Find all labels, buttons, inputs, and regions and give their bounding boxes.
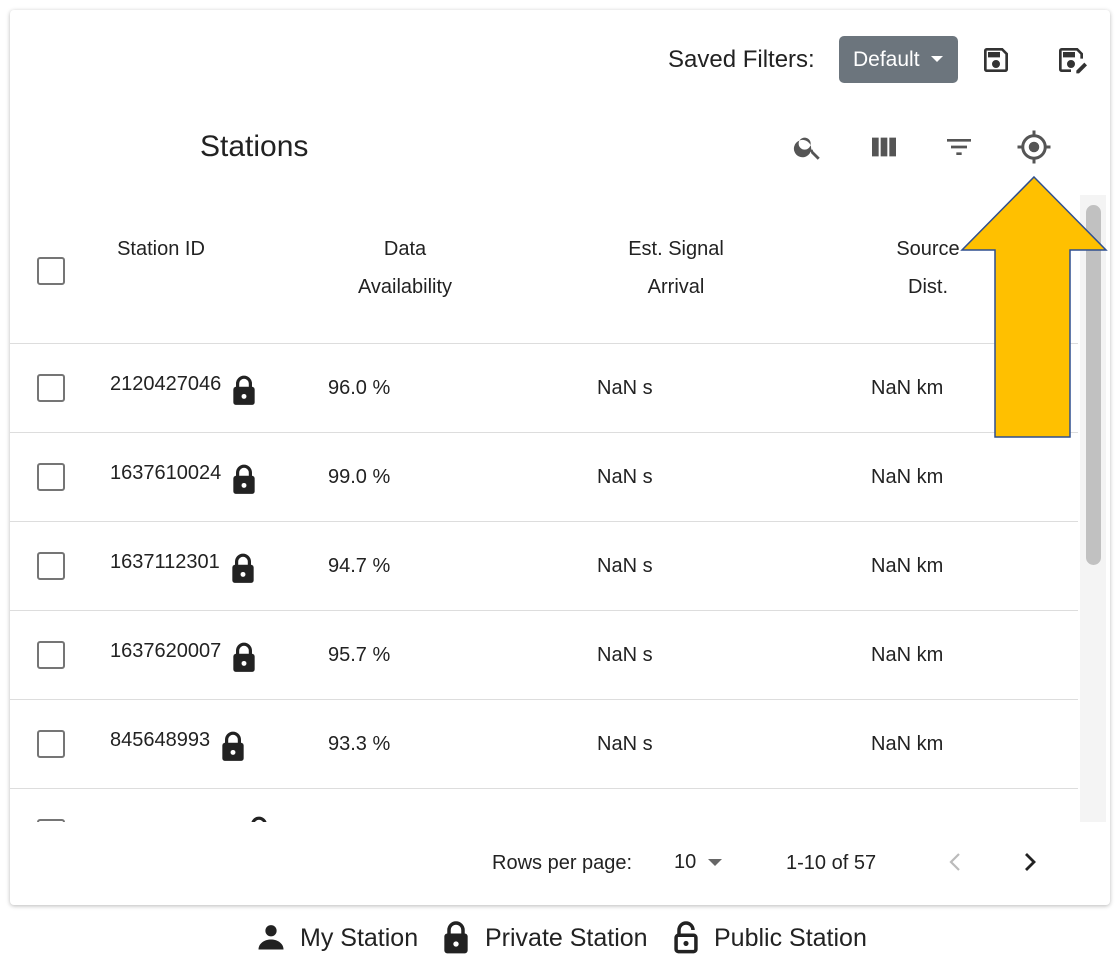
rows-per-page-label: Rows per page: <box>492 852 633 874</box>
row-checkbox[interactable] <box>37 463 65 491</box>
table-card <box>10 10 1110 905</box>
legend-item: Private Station <box>485 924 648 952</box>
legend-item: Public Station <box>714 924 867 952</box>
scrollbar-thumb[interactable] <box>1086 205 1101 565</box>
table-row[interactable] <box>10 788 1078 822</box>
station-id: 845648993 <box>110 729 211 751</box>
cell-text: 99.0 % <box>328 466 391 488</box>
cell-text: NaN s <box>597 733 653 755</box>
cell-text: NaN km <box>871 644 944 666</box>
private-lock-icon <box>231 374 257 412</box>
station-id: 1637610024 <box>110 462 222 484</box>
station-id: 1637112301 <box>110 551 220 573</box>
cell-text: NaN km <box>871 733 944 755</box>
private-lock-icon <box>220 730 246 768</box>
table-row[interactable]: 1637620007 95.7 % NaN s NaN km <box>10 610 1078 699</box>
cell-text: NaN s <box>597 377 653 399</box>
row-checkbox[interactable] <box>37 641 65 669</box>
cell-text: 93.3 % <box>328 733 391 755</box>
cell-text: 94.7 % <box>328 555 391 577</box>
save-filter-button[interactable] <box>980 44 1012 76</box>
row-checkbox[interactable] <box>37 374 65 402</box>
private-lock-icon <box>231 463 257 501</box>
previous-page-button[interactable] <box>946 850 966 874</box>
row-checkbox[interactable] <box>37 730 65 758</box>
cell-text: NaN km <box>871 466 944 488</box>
locate-button[interactable] <box>1016 129 1052 165</box>
cell-text: NaN s <box>597 466 653 488</box>
cell-text: 95.7 % <box>328 644 391 666</box>
station-id-cell: 845648993 <box>110 728 246 768</box>
page-range: 1-10 of 57 <box>786 852 877 874</box>
table-row[interactable]: 2120427046 96.0 % NaN s NaN km <box>10 343 1078 432</box>
cell-text: NaN km <box>871 377 944 399</box>
table-row[interactable]: 1637112301 94.7 % NaN s NaN km <box>10 521 1078 610</box>
table-body: 2120427046 96.0 % NaN s NaN km 1637610024 99.… <box>10 343 1078 822</box>
caret <box>931 56 943 62</box>
station-id: 1637620007 <box>110 640 222 662</box>
cell-text: 96.0 % <box>328 377 391 399</box>
table-row[interactable]: 1637610024 99.0 % NaN s NaN km <box>10 432 1078 521</box>
saved-filter-dropdown[interactable]: Default <box>839 36 958 83</box>
next-page-button[interactable] <box>1020 850 1040 874</box>
station-id: 2120427046 <box>110 373 222 395</box>
station-id-cell: 2120427046 <box>110 372 257 412</box>
row-checkbox[interactable] <box>37 552 65 580</box>
cell-text: NaN s <box>597 644 653 666</box>
public-station-icon <box>674 921 698 954</box>
private-lock-icon <box>231 641 257 679</box>
station-id-cell: 1637610024 <box>110 461 257 501</box>
legend-item: My Station <box>300 924 419 952</box>
saved-filters-label: Saved Filters: <box>668 46 815 73</box>
search-button[interactable] <box>792 131 824 163</box>
column-header[interactable]: Data Availability <box>357 238 453 298</box>
dropdown-label: Default <box>853 48 920 71</box>
private-lock-icon <box>230 552 256 590</box>
cell-text: NaN s <box>597 555 653 577</box>
table-row[interactable]: 845648993 93.3 % NaN s NaN km <box>10 699 1078 788</box>
column-header[interactable]: Est. Signal Arrival <box>628 238 724 298</box>
table-title: Stations <box>200 130 309 163</box>
edit-filter-button[interactable] <box>1055 44 1091 76</box>
column-header[interactable]: Station ID <box>117 238 205 260</box>
select-all-checkbox[interactable] <box>37 257 65 285</box>
private-station-icon <box>444 921 468 954</box>
rows-per-page-select[interactable]: 10 <box>674 851 697 873</box>
my-station-icon <box>258 925 284 950</box>
private-lock-icon <box>246 815 272 822</box>
column-header[interactable]: Source Dist. <box>896 238 960 298</box>
columns-button[interactable] <box>868 131 900 163</box>
row-checkbox[interactable] <box>37 819 65 822</box>
station-id-cell: 1637620007 <box>110 639 257 679</box>
cell-text: NaN km <box>871 555 944 577</box>
filter-button[interactable] <box>943 131 975 163</box>
station-id-cell: 1637112301 <box>110 550 256 590</box>
select-caret <box>708 859 722 866</box>
